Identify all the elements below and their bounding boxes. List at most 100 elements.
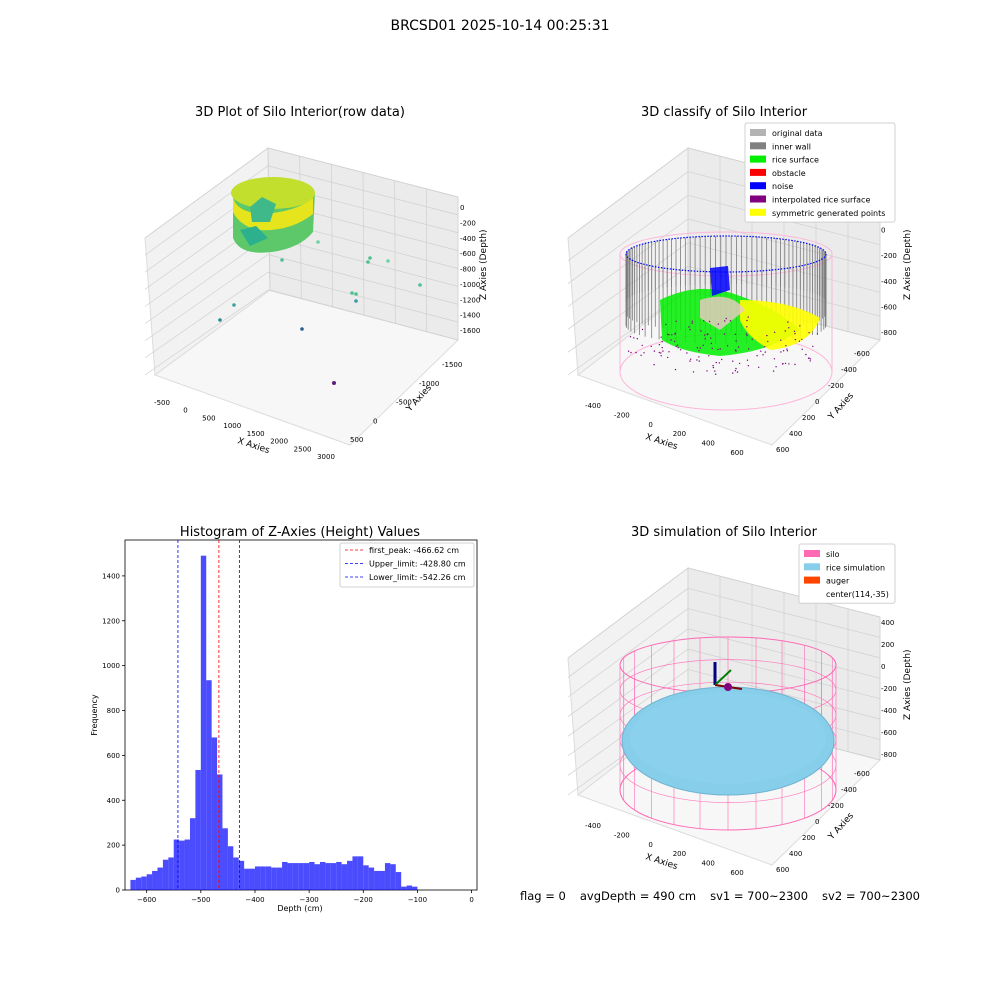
histogram-y-tick: 1000	[102, 662, 120, 670]
histogram-x-tick: −400	[245, 896, 264, 904]
histogram-bar	[298, 863, 304, 890]
histogram-legend: first_peak: -466.62 cm Upper_limit: -428.…	[339, 542, 475, 588]
simulation-y-tick: 600	[776, 866, 789, 874]
simulation-x-tick: 400	[702, 860, 715, 868]
sv1-text: sv1 = 700~2300	[710, 889, 809, 903]
histogram-bar	[141, 876, 147, 890]
histogram-bar	[319, 861, 326, 890]
simulation-x-tick: -400	[585, 822, 601, 830]
simulation-z-tick: -800	[881, 751, 897, 759]
classify-x-tick: -200	[614, 411, 630, 419]
classify-legend-label: symmetric generated points	[772, 209, 885, 218]
histogram-bar	[233, 857, 239, 890]
histogram-bar	[249, 868, 255, 890]
raw-z-tick: -1000	[460, 281, 480, 289]
simulation-model	[619, 636, 837, 831]
simulation-legend-label: auger	[826, 577, 850, 586]
simulation-z-tick: -400	[881, 707, 897, 715]
simulation-x-tick: 0	[648, 841, 652, 849]
histogram-bar	[195, 769, 201, 890]
simulation-legend-box	[798, 543, 896, 604]
raw-z-tick: -1200	[460, 296, 480, 304]
histogram-bar	[244, 868, 250, 890]
histogram-bar	[152, 870, 158, 890]
histogram-y-tick: 800	[107, 707, 120, 715]
histogram-bar	[254, 866, 261, 890]
raw-axis-ticks: -500 0 500 1000 1500 2000 2500 3000 500 0 -500 -100…	[154, 204, 480, 461]
simulation-y-tick: -600	[854, 770, 870, 778]
classify-z-label: Z Axies (Depth)	[903, 229, 913, 300]
classify-y-tick: 200	[802, 414, 815, 422]
classify-legend-label: rice surface	[772, 156, 819, 165]
histogram-bar	[363, 865, 369, 890]
histogram-bar	[179, 840, 185, 890]
histogram-x-tick: −300	[300, 896, 319, 904]
histogram-bar	[162, 859, 169, 890]
raw-3d-panel: 3D Plot of Silo Interior(row data)	[144, 105, 489, 461]
histogram-bar	[395, 872, 402, 890]
classify-3d-panel: 3D classify of Silo Interior -400-200020…	[567, 105, 913, 457]
classify-z-tick: 0	[881, 227, 885, 235]
histogram-bar	[200, 555, 207, 890]
histogram-y-label: Frequency	[90, 694, 99, 736]
simulation-legend: silo rice simulation auger center(114,-35)	[798, 543, 896, 604]
simulation-y-tick: -200	[828, 802, 844, 810]
raw-x-label: X Axies	[236, 436, 271, 456]
histogram-bar	[347, 860, 353, 890]
raw-x-tick: 1500	[247, 430, 265, 438]
histogram-bar	[260, 866, 266, 890]
simulation-legend-swatch	[804, 576, 820, 584]
raw-x-tick: 3000	[317, 453, 335, 461]
raw-z-tick: 0	[460, 204, 464, 212]
simulation-z-tick: 0	[881, 663, 885, 671]
avg-depth-text: avgDepth = 490 cm	[579, 889, 697, 903]
histogram-bar	[330, 863, 337, 890]
raw-y-tick: -1000	[419, 380, 439, 388]
classify-legend-swatch	[750, 155, 766, 163]
simulation-z-tick: 200	[881, 641, 894, 649]
histogram-bar	[384, 863, 391, 890]
histogram-bar	[271, 867, 277, 890]
histogram-bar	[135, 877, 142, 890]
raw-z-tick: -400	[460, 235, 476, 243]
histogram-legend-label: Lower_limit: -542.26 cm	[369, 573, 466, 582]
classify-x-tick: 200	[673, 430, 686, 438]
histogram-bar	[157, 867, 163, 890]
histogram-x-label: Depth (cm)	[277, 904, 322, 913]
histogram-bar	[336, 861, 342, 890]
classify-x-tick: -400	[585, 402, 601, 410]
classify-legend-box	[744, 122, 896, 223]
classify-legend-swatch	[750, 195, 766, 203]
simulation-y-tick: 0	[815, 818, 819, 826]
histogram-bar	[406, 885, 413, 890]
histogram-bar	[292, 863, 299, 890]
classify-y-tick: 0	[815, 398, 819, 406]
classify-legend-swatch	[750, 129, 766, 136]
classify-panel-title: 3D classify of Silo Interior	[641, 105, 808, 120]
simulation-z-label: Z Axies (Depth)	[903, 649, 913, 720]
classify-y-tick: -200	[828, 382, 844, 390]
histogram-bar	[173, 839, 180, 890]
classify-legend-swatch	[750, 142, 766, 150]
classify-legend-label: obstacle	[772, 169, 806, 178]
raw-x-tick: 500	[202, 414, 215, 422]
figure-title: BRCSD01 2025-10-14 00:25:31	[390, 18, 610, 34]
classify-x-tick: 600	[730, 449, 743, 457]
classify-legend-label: noise	[772, 182, 793, 191]
histogram-bar	[412, 886, 418, 890]
classify-x-tick: 0	[648, 421, 652, 429]
raw-y-tick: 0	[373, 417, 377, 425]
raw-point-cloud	[218, 177, 422, 385]
histogram-x-tick: −100	[408, 896, 427, 904]
flag-text: flag = 0	[520, 889, 566, 903]
classify-legend-swatch	[750, 168, 766, 176]
histogram-bar	[352, 856, 358, 890]
classify-legend-swatch	[750, 208, 766, 216]
histogram-y-tick: 400	[107, 797, 120, 805]
classify-z-tick: -200	[881, 252, 897, 260]
histogram-y-tick: 200	[107, 842, 120, 850]
histogram-bar	[303, 863, 310, 890]
raw-x-tick: -500	[154, 399, 170, 407]
